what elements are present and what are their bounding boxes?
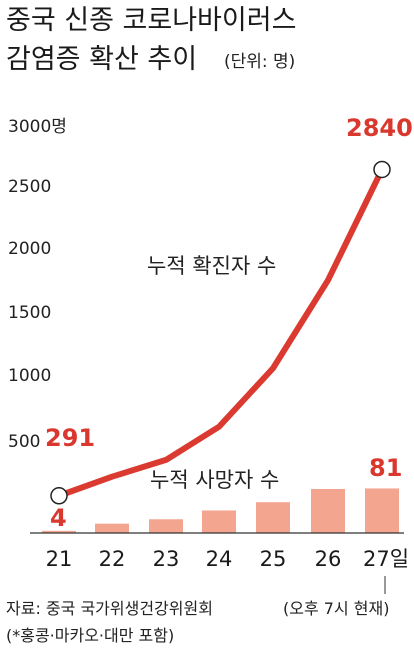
time-note: (오후 7시 현재) [283,599,389,618]
data-label-last-confirmed: 2840 [346,114,413,142]
x-tick-label: 23 [153,547,180,571]
series-label-confirmed: 누적 확진자 수 [147,254,276,278]
series-label-deaths: 누적 사망자 수 [150,468,279,492]
data-label-first-confirmed: 291 [45,424,95,452]
line-point-marker [373,160,391,179]
line-confirmed [56,166,385,499]
y-tick-label: 2500 [8,177,51,197]
bar-deaths [95,523,129,533]
y-tick-label: 3000명 [8,117,67,137]
x-tick-label: 27일 [363,547,409,571]
bar-deaths [42,530,76,533]
x-tick-label: 26 [315,547,342,571]
y-tick-label: 1500 [8,303,51,323]
bar-series [42,488,399,533]
x-tick-label: 24 [206,547,233,571]
x-axis-ticks: 21 22 23 24 25 26 27일 [46,547,409,571]
chart-title-line1: 중국 신종 코로나바이러스 [6,5,296,36]
y-tick-label: 500 [8,432,40,452]
chart-title-line2: 감염증 확산 추이 [6,44,197,75]
y-tick-label: 2000 [8,239,51,259]
bar-deaths [149,519,183,533]
bar-deaths [311,489,345,533]
region-note: (*홍콩·마카오·대만 포함) [6,626,174,645]
bar-deaths [365,488,399,533]
y-tick-label: 1000 [8,366,51,386]
line-series [50,160,391,505]
data-label-first-deaths: 4 [50,504,67,532]
x-tick-label: 25 [260,547,287,571]
bar-deaths [256,502,290,533]
x-tick-label: 22 [99,547,126,571]
source-note: 자료: 중국 국가위생건강위원회 [6,599,213,618]
bar-deaths [202,510,236,533]
data-label-last-deaths: 81 [369,454,402,482]
line-point-marker [50,487,68,505]
x-tick-label: 21 [46,547,73,571]
y-axis-ticks: 3000명 2500 2000 1500 1000 500 [8,117,67,452]
unit-note: (단위: 명) [224,52,295,72]
